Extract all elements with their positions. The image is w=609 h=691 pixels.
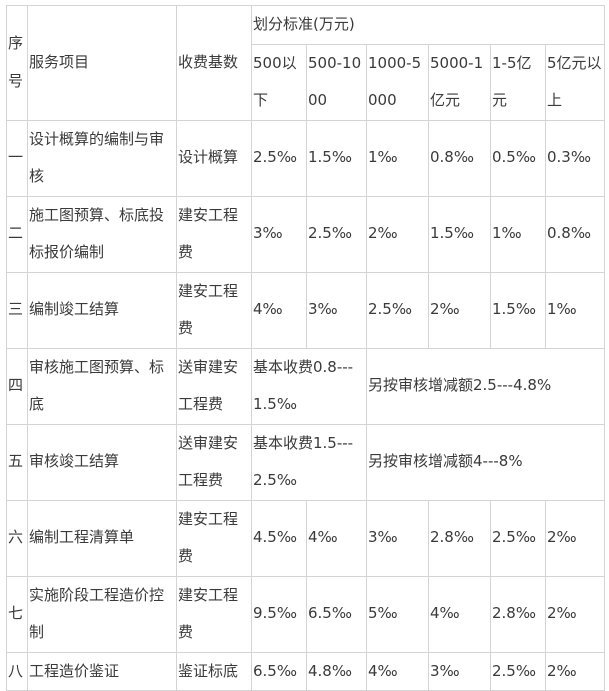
rate-cell: 2‰ — [545, 651, 605, 691]
table-row: 二施工图预算、标底投标报价编制 建安工程费 3‰ 2.5‰ 2‰ 1.5‰ 1‰ 0.8‰ — [6, 195, 605, 273]
row-index: 二 — [6, 195, 28, 273]
rate-cell: 3‰ — [428, 651, 491, 691]
rate-cell: 4‰ — [428, 575, 491, 653]
rate-cell: 1.5‰ — [306, 119, 367, 197]
row-base: 建安工程费 — [176, 271, 252, 349]
rate-cell: 0.8‰ — [428, 119, 491, 197]
rate-cell: 3‰ — [251, 195, 307, 273]
row-service: 编制工程清算单 — [27, 499, 177, 577]
rate-cell: 2.5‰ — [306, 195, 367, 273]
rate-cell: 2.5‰ — [366, 271, 429, 349]
rate-cell: 2.8‰ — [490, 575, 546, 653]
header-range: 500-1000 — [306, 43, 367, 121]
rate-cell: 2‰ — [366, 195, 429, 273]
rate-cell: 9.5‰ — [251, 575, 307, 653]
rate-cell: 3‰ — [306, 271, 367, 349]
rate-cell: 5‰ — [366, 575, 429, 653]
row-service: 编制竣工结算 — [27, 271, 177, 349]
rate-cell: 2.5‰ — [251, 119, 307, 197]
basic-fee-cell: 基本收费1.5---2.5‰ — [251, 423, 367, 501]
row-index: 七 — [6, 575, 28, 653]
row-index: 三 — [6, 271, 28, 349]
header-range: 1-5亿元 — [490, 43, 546, 121]
fee-table: 序号 服务项目 收费基数 划分标准(万元) 500以下 500-1000 100… — [6, 5, 605, 691]
table-row: 七实施阶段工程造价控制 建安工程费 9.5‰ 6.5‰ 5‰ 4‰ 2.8‰ 2‰ — [6, 575, 605, 653]
row-service: 设计概算的编制与审核 — [27, 119, 177, 197]
table-row: 六编制工程清算单 建安工程费 4.5‰ 4‰ 3‰ 2.8‰ 2.5‰ 2‰ — [6, 499, 605, 577]
row-base: 设计概算 — [176, 119, 252, 197]
rate-cell: 6.5‰ — [251, 651, 307, 691]
row-base: 建安工程费 — [176, 575, 252, 653]
extra-fee-cell: 另按审核增减额4---8% — [366, 423, 605, 501]
table-row: 八工程造价鉴证 鉴证标底 6.5‰ 4.8‰ 4‰ 3‰ 2.5‰ 2‰ — [6, 651, 605, 691]
table-row: 四审核施工图预算、标底 送审建安工程费 基本收费0.8---1.5‰ 另按审核增减额2… — [6, 347, 605, 425]
table-row: 一设计概算的编制与审核 设计概算 2.5‰ 1.5‰ 1‰ 0.8‰ 0.5‰ 0.3‰ — [6, 119, 605, 197]
row-service: 审核施工图预算、标底 — [27, 347, 177, 425]
rate-cell: 4.8‰ — [306, 651, 367, 691]
rate-cell: 1‰ — [545, 271, 605, 349]
rate-cell: 2‰ — [428, 271, 491, 349]
header-range: 5000-1亿元 — [428, 43, 491, 121]
header-service: 服务项目 — [27, 5, 177, 121]
header-index: 序号 — [6, 5, 28, 121]
rate-cell: 4‰ — [366, 651, 429, 691]
basic-fee-cell: 基本收费0.8---1.5‰ — [251, 347, 367, 425]
table-row: 五审核竣工结算 送审建安工程费 基本收费1.5---2.5‰ 另按审核增减额4---8… — [6, 423, 605, 501]
row-base: 送审建安工程费 — [176, 423, 252, 501]
row-base: 建安工程费 — [176, 195, 252, 273]
rate-cell: 4‰ — [306, 499, 367, 577]
row-index: 八 — [6, 651, 28, 691]
header-range: 500以下 — [251, 43, 307, 121]
rate-cell: 1‰ — [366, 119, 429, 197]
header-row: 序号 服务项目 收费基数 划分标准(万元) — [6, 5, 605, 121]
rate-cell: 2.8‰ — [428, 499, 491, 577]
rate-cell: 0.5‰ — [490, 119, 546, 197]
rate-cell: 4‰ — [251, 271, 307, 349]
row-base: 鉴证标底 — [176, 651, 252, 691]
rate-cell: 1‰ — [490, 195, 546, 273]
rate-cell: 0.8‰ — [545, 195, 605, 273]
extra-fee-cell: 另按审核增减额2.5---4.8% — [366, 347, 605, 425]
header-standard: 划分标准(万元) — [251, 5, 605, 45]
row-index: 一 — [6, 119, 28, 197]
rate-cell: 4.5‰ — [251, 499, 307, 577]
row-index: 四 — [6, 347, 28, 425]
rate-cell: 2‰ — [545, 499, 605, 577]
rate-cell: 1.5‰ — [428, 195, 491, 273]
row-index: 五 — [6, 423, 28, 501]
rate-cell: 2.5‰ — [490, 651, 546, 691]
header-range: 5亿元以上 — [545, 43, 605, 121]
rate-cell: 2‰ — [545, 575, 605, 653]
row-base: 送审建安工程费 — [176, 347, 252, 425]
row-service: 施工图预算、标底投标报价编制 — [27, 195, 177, 273]
header-base: 收费基数 — [176, 5, 252, 121]
header-range: 1000-5000 — [366, 43, 429, 121]
row-service: 工程造价鉴证 — [27, 651, 177, 691]
row-service: 实施阶段工程造价控制 — [27, 575, 177, 653]
row-index: 六 — [6, 499, 28, 577]
table-row: 三编制竣工结算 建安工程费 4‰ 3‰ 2.5‰ 2‰ 1.5‰ 1‰ — [6, 271, 605, 349]
rate-cell: 1.5‰ — [490, 271, 546, 349]
rate-cell: 2.5‰ — [490, 499, 546, 577]
row-service: 审核竣工结算 — [27, 423, 177, 501]
rate-cell: 0.3‰ — [545, 119, 605, 197]
header-ranges-row: 500以下 500-1000 1000-5000 5000-1亿元 1-5亿元 … — [7, 43, 605, 121]
rate-cell: 3‰ — [366, 499, 429, 577]
row-base: 建安工程费 — [176, 499, 252, 577]
rate-cell: 6.5‰ — [306, 575, 367, 653]
